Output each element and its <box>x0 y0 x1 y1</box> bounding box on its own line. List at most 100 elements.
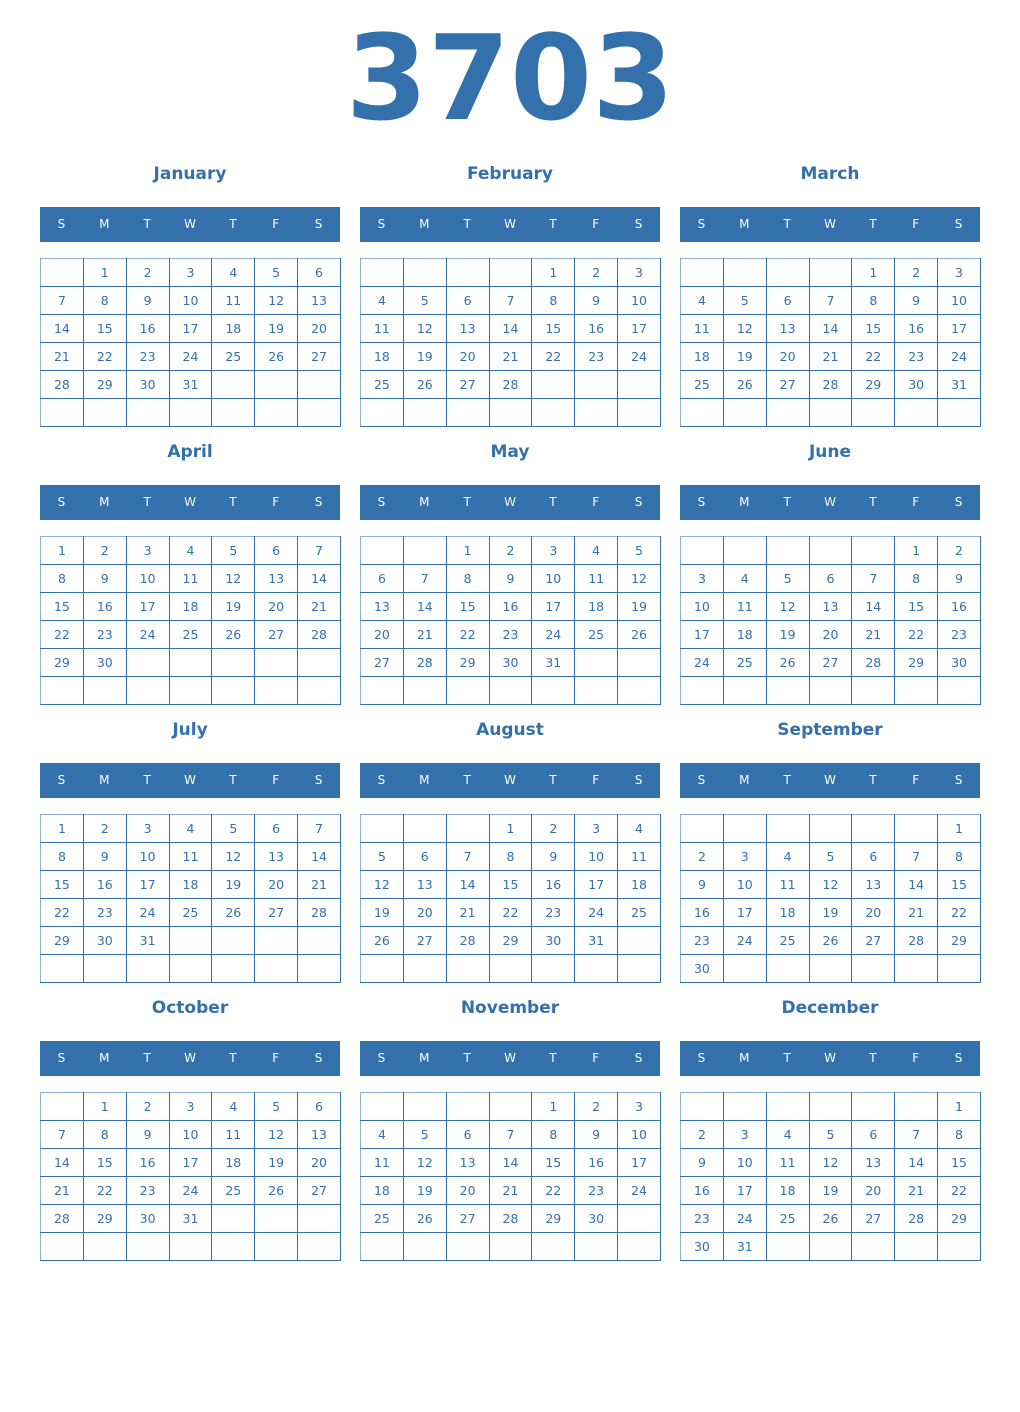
day-cell: 22 <box>894 620 939 649</box>
day-cell: 14 <box>297 842 341 871</box>
day-cell: 27 <box>808 648 853 677</box>
day-grid: 1 2 3 4 5 6 7 8 9 10 11 12 13 14 15 16 17 18 19 20 21 22 23 24 2… <box>40 258 341 427</box>
week-row: 18 19 20 21 22 23 24 <box>360 342 661 371</box>
day-cell <box>445 676 490 705</box>
day-cell: 19 <box>211 592 256 621</box>
day-cell: 24 <box>617 1176 661 1205</box>
day-cell: 20 <box>445 1176 490 1205</box>
month-title: June <box>808 442 852 462</box>
day-cell: 24 <box>680 648 724 677</box>
day-cell <box>297 648 341 677</box>
day-cell: 27 <box>765 370 810 399</box>
day-cell: 6 <box>297 258 341 287</box>
day-cell: 19 <box>402 1176 447 1205</box>
day-cell: 13 <box>254 564 299 593</box>
day-cell: 26 <box>722 370 767 399</box>
day-cell: 16 <box>125 314 170 343</box>
day-cell: 13 <box>402 870 447 899</box>
weekday-label: T <box>783 495 791 509</box>
day-cell: 18 <box>211 314 256 343</box>
day-cell <box>488 1232 533 1261</box>
week-row: 6 7 8 9 10 11 12 <box>360 564 661 593</box>
day-cell: 2 <box>82 814 127 843</box>
day-cell: 30 <box>531 926 576 955</box>
day-cell: 4 <box>168 536 213 565</box>
day-cell <box>617 1204 661 1233</box>
day-cell <box>617 926 661 955</box>
day-cell: 25 <box>168 898 213 927</box>
day-cell: 9 <box>937 564 981 593</box>
day-cell: 11 <box>360 314 404 343</box>
day-cell: 17 <box>937 314 981 343</box>
day-cell: 24 <box>168 342 213 371</box>
day-cell: 15 <box>531 314 576 343</box>
week-row: 27 28 29 30 31 <box>360 648 661 677</box>
day-cell: 16 <box>574 1148 619 1177</box>
day-cell: 18 <box>168 592 213 621</box>
day-cell: 24 <box>531 620 576 649</box>
week-row: 10 11 12 13 14 15 16 <box>680 592 981 621</box>
day-cell: 4 <box>168 814 213 843</box>
day-cell: 7 <box>894 1120 939 1149</box>
day-cell: 29 <box>82 370 127 399</box>
day-cell: 29 <box>937 1204 981 1233</box>
day-cell: 5 <box>402 286 447 315</box>
day-cell: 1 <box>40 814 84 843</box>
day-cell: 16 <box>82 592 127 621</box>
day-cell: 16 <box>894 314 939 343</box>
day-cell: 26 <box>808 1204 853 1233</box>
day-cell: 17 <box>680 620 724 649</box>
day-cell: 28 <box>488 1204 533 1233</box>
day-cell <box>894 1232 939 1261</box>
day-cell: 28 <box>894 1204 939 1233</box>
day-cell: 4 <box>680 286 724 315</box>
weekday-label: T <box>869 217 877 231</box>
day-grid: 1 2 3 4 5 6 7 8 9 10 11 12 13 14 15 16 17 18 19 20 21 22 23 24 2… <box>680 258 981 427</box>
day-cell <box>680 1092 724 1121</box>
weekday-label: M <box>739 1051 750 1065</box>
month-title: August <box>476 720 544 740</box>
day-cell: 11 <box>211 286 256 315</box>
week-row: 16 17 18 19 20 21 22 <box>680 1176 981 1205</box>
day-cell: 17 <box>168 314 213 343</box>
day-cell: 25 <box>617 898 661 927</box>
day-cell: 3 <box>722 842 767 871</box>
week-row <box>40 954 341 983</box>
week-row <box>360 398 661 427</box>
day-cell: 4 <box>574 536 619 565</box>
day-cell <box>808 814 853 843</box>
day-cell: 20 <box>808 620 853 649</box>
day-cell: 3 <box>680 564 724 593</box>
day-cell: 14 <box>402 592 447 621</box>
day-cell: 6 <box>765 286 810 315</box>
weekday-label: W <box>504 495 516 509</box>
day-cell: 31 <box>722 1232 767 1261</box>
day-cell <box>402 676 447 705</box>
day-cell: 4 <box>617 814 661 843</box>
day-cell: 19 <box>254 1148 299 1177</box>
day-cell <box>360 1232 404 1261</box>
week-row: 9 10 11 12 13 14 15 <box>680 870 981 899</box>
month-title: November <box>460 998 560 1018</box>
day-cell: 3 <box>125 536 170 565</box>
day-cell <box>297 1204 341 1233</box>
weekday-label: T <box>463 1051 471 1065</box>
day-cell <box>531 370 576 399</box>
day-cell: 6 <box>808 564 853 593</box>
month-title: April <box>167 442 213 462</box>
month-title: December <box>781 998 879 1018</box>
day-cell: 15 <box>488 870 533 899</box>
day-cell: 1 <box>894 536 939 565</box>
day-cell <box>765 398 810 427</box>
day-cell: 12 <box>402 1148 447 1177</box>
day-cell: 7 <box>488 1120 533 1149</box>
day-cell: 28 <box>40 370 84 399</box>
weekday-label: T <box>229 217 237 231</box>
day-cell: 5 <box>254 1092 299 1121</box>
day-cell <box>297 676 341 705</box>
day-cell: 17 <box>617 1148 661 1177</box>
day-cell: 26 <box>808 926 853 955</box>
day-cell: 20 <box>297 1148 341 1177</box>
day-cell: 27 <box>360 648 404 677</box>
day-cell: 22 <box>531 342 576 371</box>
